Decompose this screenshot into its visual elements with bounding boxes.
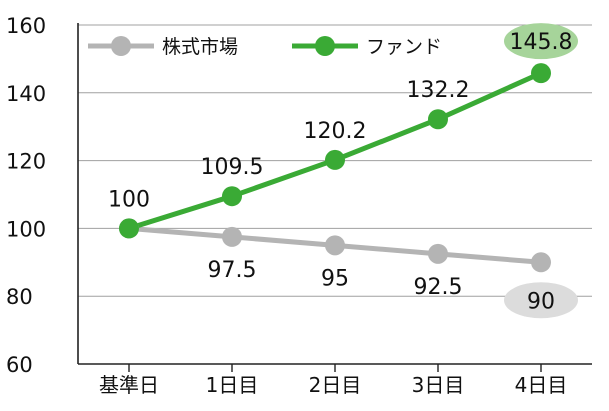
y-tick-label-80: 80 <box>6 285 33 309</box>
x-tick-label-3: 3日目 <box>412 373 465 397</box>
series-1-point-0 <box>119 218 139 239</box>
x-tick-label-0: 基準日 <box>99 373 159 397</box>
y-tick-label-60: 60 <box>6 353 33 377</box>
data-labels: 97.5 95 92.5 90 100 109.5 120.2 132.2 145.8 <box>108 23 578 319</box>
x-tick-label-2: 2日目 <box>309 373 362 397</box>
legend-label-1: ファンド <box>366 36 442 58</box>
legend: 株式市場 ファンド <box>88 36 442 58</box>
series-0-point-1 <box>222 226 242 247</box>
series-1-point-4 <box>531 63 551 84</box>
y-axis-ticks: 60 80 100 120 140 160 <box>6 14 46 377</box>
y-tick-label-100: 100 <box>6 217 46 241</box>
series-0-label-2: 95 <box>321 266 349 291</box>
series-1-last-highlight <box>504 23 578 60</box>
x-tick-label-4: 4日目 <box>515 373 568 397</box>
series-0-point-2 <box>325 235 345 256</box>
series-layer <box>119 63 551 273</box>
x-axis-ticks: 基準日 1日目 2日目 3日目 4日目 <box>99 373 567 397</box>
series-0-point-4 <box>531 252 551 273</box>
series-1-label-4: 145.8 <box>510 30 573 55</box>
series-0-label-1: 97.5 <box>208 258 257 283</box>
series-0-label-3: 92.5 <box>414 275 463 300</box>
y-tick-label-160: 160 <box>6 14 46 38</box>
series-0-label-4: 90 <box>527 289 555 314</box>
legend-marker-0 <box>111 36 131 56</box>
series-1-point-3 <box>428 109 448 130</box>
series-1-label-0: 100 <box>108 187 150 212</box>
legend-marker-1 <box>315 36 335 56</box>
y-tick-label-140: 140 <box>6 82 46 106</box>
series-1-point-1 <box>222 186 242 207</box>
y-tick-label-120: 120 <box>6 150 46 174</box>
series-1-label-3: 132.2 <box>407 78 470 103</box>
series-1-label-2: 120.2 <box>304 119 367 144</box>
series-0-last-highlight <box>504 282 578 319</box>
axes <box>77 23 592 372</box>
series-1-point-2 <box>325 149 345 170</box>
x-tick-label-1: 1日目 <box>206 373 259 397</box>
series-1-label-1: 109.5 <box>201 155 264 180</box>
legend-label-0: 株式市場 <box>162 36 238 58</box>
series-0-point-3 <box>428 243 448 264</box>
